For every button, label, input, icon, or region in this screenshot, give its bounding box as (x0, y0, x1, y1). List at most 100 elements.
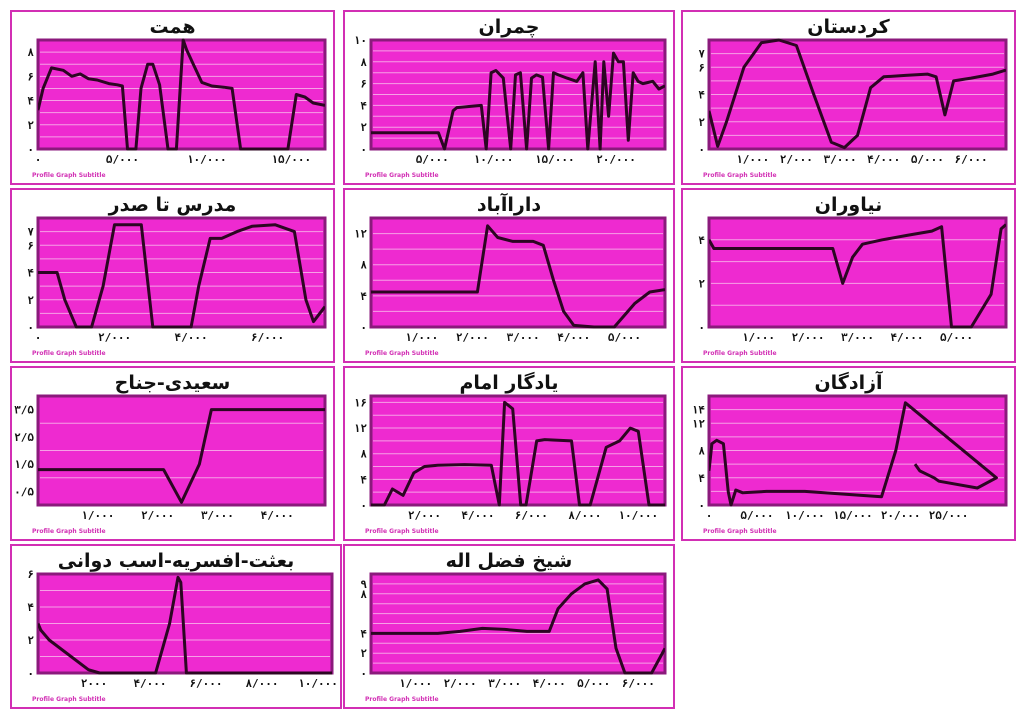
chart-panel: سعیدی-جناح ۰/۵ ۱/۵ ۲/۵ ۳/۵ ۱/۰۰۰ ۲/۰۰۰ ۳/۰۰۰ ۴/۰… (10, 366, 335, 541)
y-tick-label: ۲ (698, 116, 705, 129)
y-tick-label: ۰ (360, 143, 367, 156)
x-tick-label: ۵/۰۰۰ (608, 331, 641, 344)
chart-title: کردستان (807, 16, 890, 38)
watermark-label: Profile Graph Subtitle (32, 350, 106, 357)
watermark-label: Profile Graph Subtitle (703, 350, 777, 357)
profile-chart: شیخ فضل اله ۰ ۲ ۴ ۸۹ ۱/۰۰۰ ۲/۰۰۰ ۳/۰۰۰ ۴/۰۰۰ ۵/۰۰… (360, 550, 667, 703)
x-tick-label: ۰ (35, 153, 42, 166)
x-tick-label: ۴/۰۰۰ (461, 509, 494, 522)
y-tick-label: ۰ (360, 667, 367, 680)
x-tick-label: ۶/۰۰۰ (515, 509, 548, 522)
x-tick-label: ۳/۰۰۰ (201, 509, 234, 522)
x-tick-label: ۱۰/۰۰۰ (474, 153, 514, 166)
watermark-label: Profile Graph Subtitle (703, 172, 777, 179)
chart-panel: نیاوران ۰ ۲ ۴ ۱/۰۰۰ ۲/۰۰۰ ۳/۰۰۰ ۴/۰۰۰ ۵/۰۰۰ Profi… (681, 188, 1016, 363)
y-tick-label: ۲ (360, 121, 367, 134)
chart-title: همت (149, 16, 195, 38)
x-tick-label: ۴/۰۰۰ (533, 677, 566, 690)
x-tick-label: ۵/۰۰۰ (416, 153, 449, 166)
x-tick-label: ۲/۰۰۰ (791, 331, 824, 344)
series-line (709, 38, 1006, 150)
chart-panel: بعثت-افسریه-اسب دوانی ۰ ۲ ۴ ۶ ۲۰۰۰ ۴/۰۰۰ ۶/۰۰۰ ۸… (10, 544, 342, 709)
profile-chart: یادگار امام ۰ ۴ ۸ ۱۲ ۱۶ ۲/۰۰۰ ۴/۰۰۰ ۶/۰۰۰ ۸/۰۰۰ ۱۰… (354, 371, 667, 535)
y-tick-label: ۰ (698, 143, 705, 156)
y-tick-label: ۴ (360, 473, 367, 486)
y-tick-label: ۲ (27, 119, 34, 132)
x-tick-label: ۲/۰۰۰ (98, 331, 131, 344)
y-tick-label: ۶ (698, 61, 705, 74)
y-tick-label: ۱۲ (692, 417, 706, 430)
y-tick-label: ۸ (360, 588, 367, 601)
watermark-label: Profile Graph Subtitle (365, 172, 439, 179)
y-tick-label: ۴ (27, 601, 34, 614)
y-tick-label: ۸ (27, 46, 34, 59)
series-line (38, 223, 325, 329)
x-tick-label: ۴/۰۰۰ (557, 331, 590, 344)
y-tick-label: ۸ (360, 259, 367, 272)
y-tick-label: ۲ (27, 294, 34, 307)
y-tick-label: ۰ (27, 321, 34, 334)
x-tick-label: ۲/۰۰۰ (444, 677, 477, 690)
series-line (371, 578, 665, 675)
y-tick-label: ۴ (360, 99, 367, 112)
series-line (371, 51, 665, 151)
chart-title: مدرس تا صدر (108, 194, 237, 216)
y-tick-label: ۰/۵ (14, 485, 34, 498)
x-tick-label: ۴/۰۰۰ (261, 509, 294, 522)
x-tick-label: ۲۵/۰۰۰ (929, 509, 969, 522)
series-line (38, 408, 325, 504)
y-tick-label: ۸ (360, 56, 367, 69)
y-tick-label: ۶ (360, 78, 367, 91)
x-tick-label: ۴/۰۰۰ (867, 153, 900, 166)
chart-title: یادگار امام (459, 371, 558, 394)
y-tick-label: ۰ (698, 321, 705, 334)
x-tick-label: ۵/۰۰۰ (577, 677, 610, 690)
y-tick-label: ۱/۵ (14, 458, 34, 471)
x-tick-label: ۱۰/۰۰۰ (298, 677, 338, 690)
x-tick-label: ۱/۰۰۰ (399, 677, 432, 690)
y-tick-label: ۴ (698, 89, 705, 102)
x-tick-label: ۲۰۰۰ (81, 677, 108, 690)
watermark-label: Profile Graph Subtitle (365, 528, 439, 535)
watermark-label: Profile Graph Subtitle (365, 696, 439, 703)
y-tick-label: ۰ (698, 499, 705, 512)
plot-area (369, 216, 667, 329)
chart-title: چمران (479, 16, 540, 38)
y-tick-label: ۴ (27, 95, 34, 108)
y-tick-label: ۴ (360, 627, 367, 640)
x-tick-label: ۶/۰۰۰ (189, 677, 222, 690)
x-tick-label: ۴/۰۰۰ (175, 331, 208, 344)
x-tick-label: ۶/۰۰۰ (954, 153, 987, 166)
x-tick-label: ۳/۰۰۰ (841, 331, 874, 344)
y-tick-label: ۰ (360, 499, 367, 512)
y-tick-label: ۸ (360, 448, 367, 461)
x-tick-label: ۱۰/۰۰۰ (618, 509, 658, 522)
series-line (709, 223, 1006, 329)
y-tick-label: ۰ (360, 321, 367, 334)
chart-title: شیخ فضل اله (446, 550, 573, 572)
y-tick-label: ۴ (698, 234, 705, 247)
chart-panel: آزادگان ۰ ۴ ۸ ۱۲ ۱۴ ۰ ۵/۰۰۰ ۱۰/۰۰۰ ۱۵/۰۰۰ ۲۰/۰۰۰ ۲۵… (681, 366, 1016, 541)
y-tick-label: ۱۰ (354, 34, 367, 47)
x-tick-label: ۶/۰۰۰ (622, 677, 655, 690)
y-tick-label: ۳/۵ (14, 404, 34, 417)
y-tick-label: ۶ (27, 70, 34, 83)
x-tick-label: ۲/۰۰۰ (780, 153, 813, 166)
chart-title: نیاوران (815, 194, 883, 216)
chart-panel: داراآباد ۰ ۴ ۸ ۱۲ ۱/۰۰۰ ۲/۰۰۰ ۳/۰۰۰ ۴/۰۰۰ ۵/۰۰۰ Pr… (343, 188, 675, 363)
x-tick-label: ۳/۰۰۰ (488, 677, 521, 690)
chart-title: آزادگان (814, 370, 883, 394)
x-tick-label: ۲۰/۰۰۰ (596, 153, 636, 166)
plot-area (707, 216, 1008, 329)
y-tick-label: ۴ (698, 472, 705, 485)
profile-chart: چمران ۰ ۲ ۴ ۶ ۸ ۱۰ ۵/۰۰۰ ۱۰/۰۰۰ ۱۵/۰۰۰ ۲۰/۰۰۰ Profi… (354, 16, 667, 179)
watermark-label: Profile Graph Subtitle (32, 172, 106, 179)
chart-panel: همت ۰ ۲ ۴ ۶ ۸ ۰ ۵/۰۰۰ ۱۰/۰۰۰ ۱۵/۰۰۰ Profile Graph … (10, 10, 335, 185)
x-tick-label: ۸/۰۰۰ (245, 677, 278, 690)
x-tick-label: ۱۰/۰۰۰ (187, 153, 227, 166)
chart-panel: چمران ۰ ۲ ۴ ۶ ۸ ۱۰ ۵/۰۰۰ ۱۰/۰۰۰ ۱۵/۰۰۰ ۲۰/۰۰۰ Profi… (343, 10, 675, 185)
y-tick-label: ۲ (27, 634, 34, 647)
x-tick-label: ۳/۰۰۰ (823, 153, 856, 166)
watermark-label: Profile Graph Subtitle (32, 696, 106, 703)
